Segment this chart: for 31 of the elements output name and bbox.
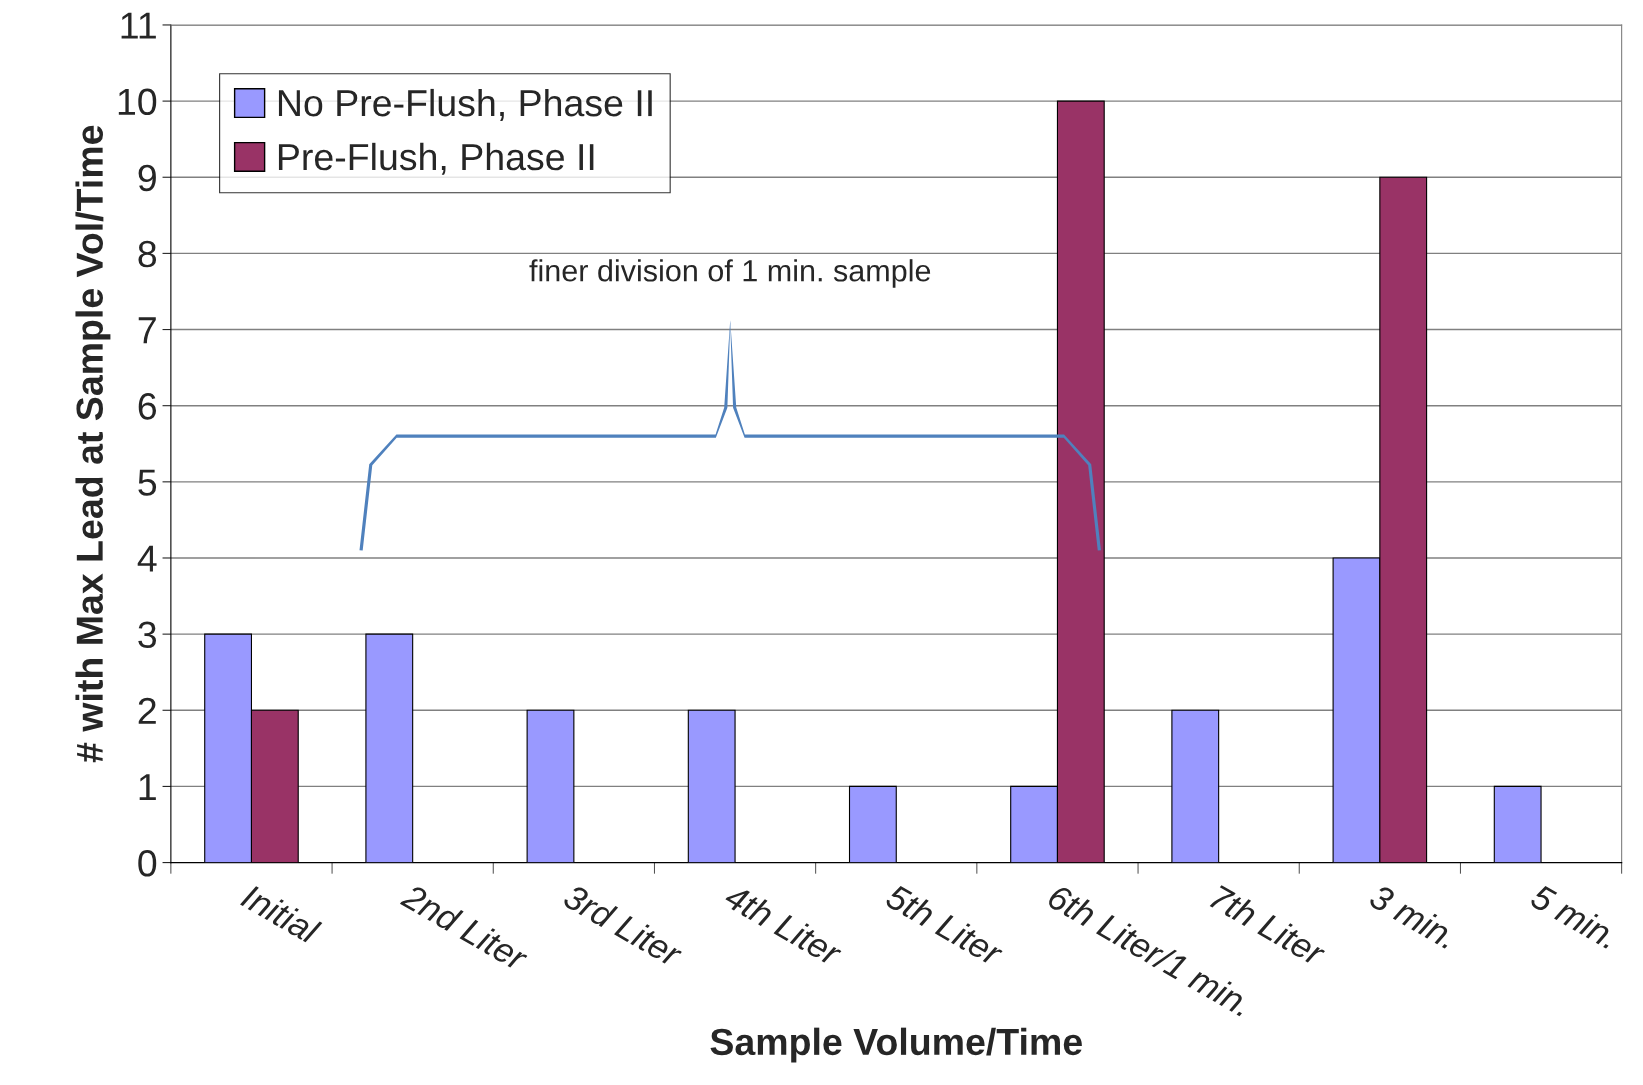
y-tick-label: 5 [138, 469, 157, 496]
y-tick-label: 6 [138, 393, 157, 420]
x-axis-title: Sample Volume/Time [710, 1027, 1082, 1063]
x-tick-label: 3rd Liter [561, 882, 686, 969]
y-tick-label: 3 [138, 621, 157, 649]
bar [687, 709, 736, 863]
x-tick-label: 2nd Liter [399, 881, 531, 973]
y-tick-label: 9 [138, 164, 156, 192]
y-tick-label: 2 [138, 697, 156, 724]
y-axis-title: # with Max Lead at Sample Vol/Time [75, 125, 111, 763]
x-tick-label: 4th Liter [722, 882, 845, 968]
x-tick-label: 3 min. [1367, 882, 1459, 950]
x-tick-label: 5th Liter [884, 882, 1006, 968]
bar [1493, 785, 1542, 863]
y-tick-label: 0 [138, 849, 157, 877]
x-tick-label: 7th Liter [1209, 883, 1329, 968]
bar [365, 633, 414, 863]
legend-label: Pre-Flush, Phase II [278, 142, 594, 175]
x-tick-label: Initial [239, 882, 323, 946]
legend-label: No Pre-Flush, Phase II [278, 88, 652, 121]
y-tick-label: 10 [118, 88, 157, 116]
annotation: finer division of 1 min. sample [529, 259, 931, 288]
bar [526, 709, 575, 863]
x-tick-label: 5 min. [1528, 882, 1620, 950]
bar [1171, 709, 1220, 863]
y-tick-label: 8 [138, 240, 157, 268]
bar [848, 785, 897, 863]
y-tick-label: 1 [139, 774, 156, 801]
y-tick-label: 7 [138, 317, 156, 344]
y-tick-label: 11 [121, 12, 156, 39]
y-tick-label: 4 [137, 545, 157, 572]
